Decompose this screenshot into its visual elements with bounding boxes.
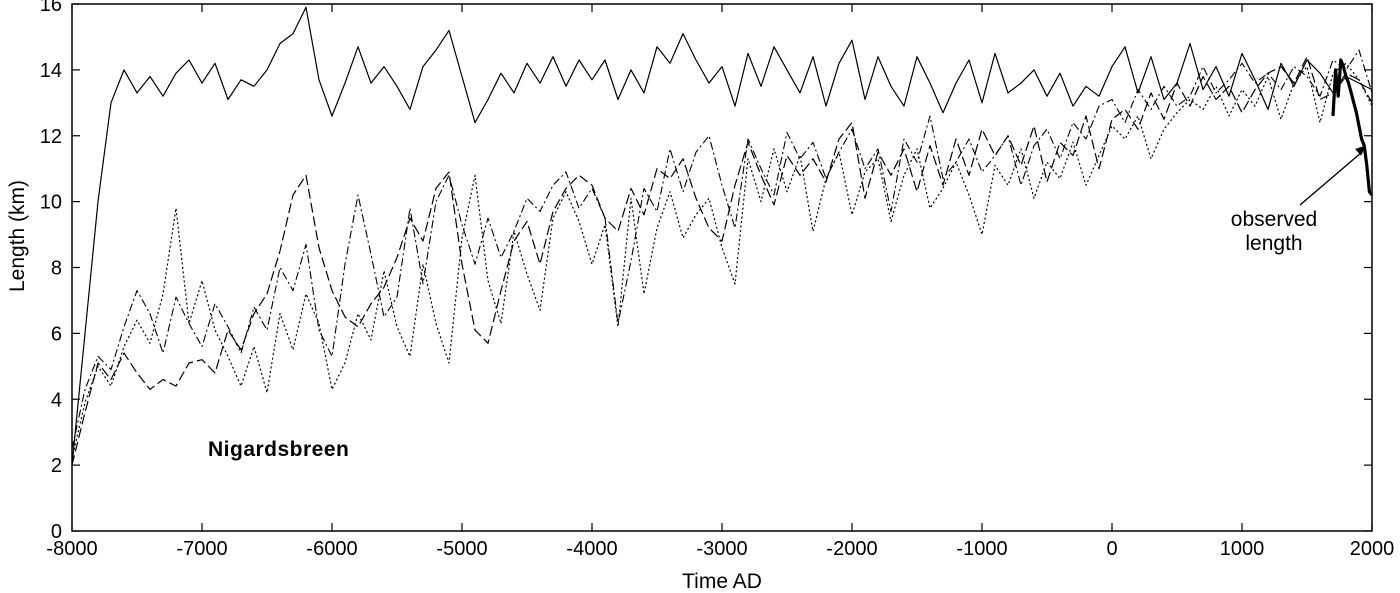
- x-tick-label: 2000: [1350, 538, 1395, 560]
- x-tick-label: -1000: [956, 538, 1007, 560]
- series-layer: [71, 6, 1374, 466]
- annotation-line-1: observed: [1231, 208, 1317, 231]
- x-tick-label: 1000: [1220, 538, 1265, 560]
- y-axis-title: Length (km): [6, 180, 29, 292]
- series-line-1-solid: [71, 6, 1373, 466]
- y-tick-label: 6: [51, 323, 62, 345]
- annotation-line-2: length: [1245, 232, 1302, 255]
- annotation-arrow: [1299, 145, 1366, 206]
- series-line-2-long-dash: [71, 56, 1373, 466]
- y-tick-label: 16: [40, 0, 62, 16]
- series-line-3-dash-dot: [71, 49, 1373, 449]
- axis-ticks: -8000 -7000 -6000 -5000 -4000 -3000 -2000 -1000…: [40, 0, 1395, 560]
- annotation-arrow-shaft: [1299, 151, 1363, 206]
- x-tick-label: -4000: [566, 538, 617, 560]
- y-tick-label: 0: [51, 521, 62, 543]
- x-axis-title: Time AD: [682, 570, 762, 593]
- x-tick-label: -5000: [436, 538, 487, 560]
- x-tick-label: -2000: [826, 538, 877, 560]
- x-tick-label: -8000: [46, 538, 97, 560]
- x-tick-label: -7000: [176, 538, 227, 560]
- x-tick-label: -3000: [696, 538, 747, 560]
- glacier-name-label: Nigardsbreen: [208, 438, 349, 461]
- y-tick-label: 14: [40, 60, 62, 82]
- y-tick-label: 12: [40, 126, 62, 148]
- series-line-4-dotted: [71, 62, 1373, 459]
- y-tick-label: 2: [51, 455, 62, 477]
- annotation-arrow-head: [1355, 145, 1366, 156]
- y-tick-label: 10: [40, 192, 62, 214]
- y-tick-label: 4: [51, 389, 62, 411]
- y-tick-label: 8: [51, 258, 62, 280]
- series-line-5-bold-solid: [1331, 58, 1374, 196]
- x-tick-label: 0: [1106, 538, 1117, 560]
- x-tick-label: -6000: [306, 538, 357, 560]
